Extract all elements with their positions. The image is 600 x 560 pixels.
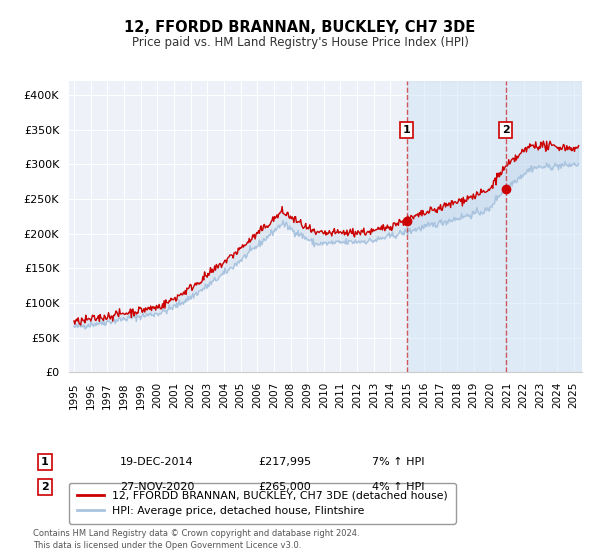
Text: 1: 1 xyxy=(403,125,410,135)
Text: 1: 1 xyxy=(41,457,49,467)
Text: £265,000: £265,000 xyxy=(258,482,311,492)
Text: 2: 2 xyxy=(41,482,49,492)
Text: £217,995: £217,995 xyxy=(258,457,311,467)
Text: This data is licensed under the Open Government Licence v3.0.: This data is licensed under the Open Gov… xyxy=(33,542,301,550)
Text: 4% ↑ HPI: 4% ↑ HPI xyxy=(372,482,425,492)
Text: 19-DEC-2014: 19-DEC-2014 xyxy=(120,457,194,467)
Text: Price paid vs. HM Land Registry's House Price Index (HPI): Price paid vs. HM Land Registry's House … xyxy=(131,36,469,49)
Legend: 12, FFORDD BRANNAN, BUCKLEY, CH7 3DE (detached house), HPI: Average price, detac: 12, FFORDD BRANNAN, BUCKLEY, CH7 3DE (de… xyxy=(69,483,455,524)
Text: Contains HM Land Registry data © Crown copyright and database right 2024.: Contains HM Land Registry data © Crown c… xyxy=(33,529,359,538)
Text: 12, FFORDD BRANNAN, BUCKLEY, CH7 3DE: 12, FFORDD BRANNAN, BUCKLEY, CH7 3DE xyxy=(124,20,476,35)
Text: 2: 2 xyxy=(502,125,509,135)
Text: 27-NOV-2020: 27-NOV-2020 xyxy=(120,482,194,492)
Bar xyxy=(506,81,582,372)
Text: 7% ↑ HPI: 7% ↑ HPI xyxy=(372,457,425,467)
Bar xyxy=(407,81,506,372)
